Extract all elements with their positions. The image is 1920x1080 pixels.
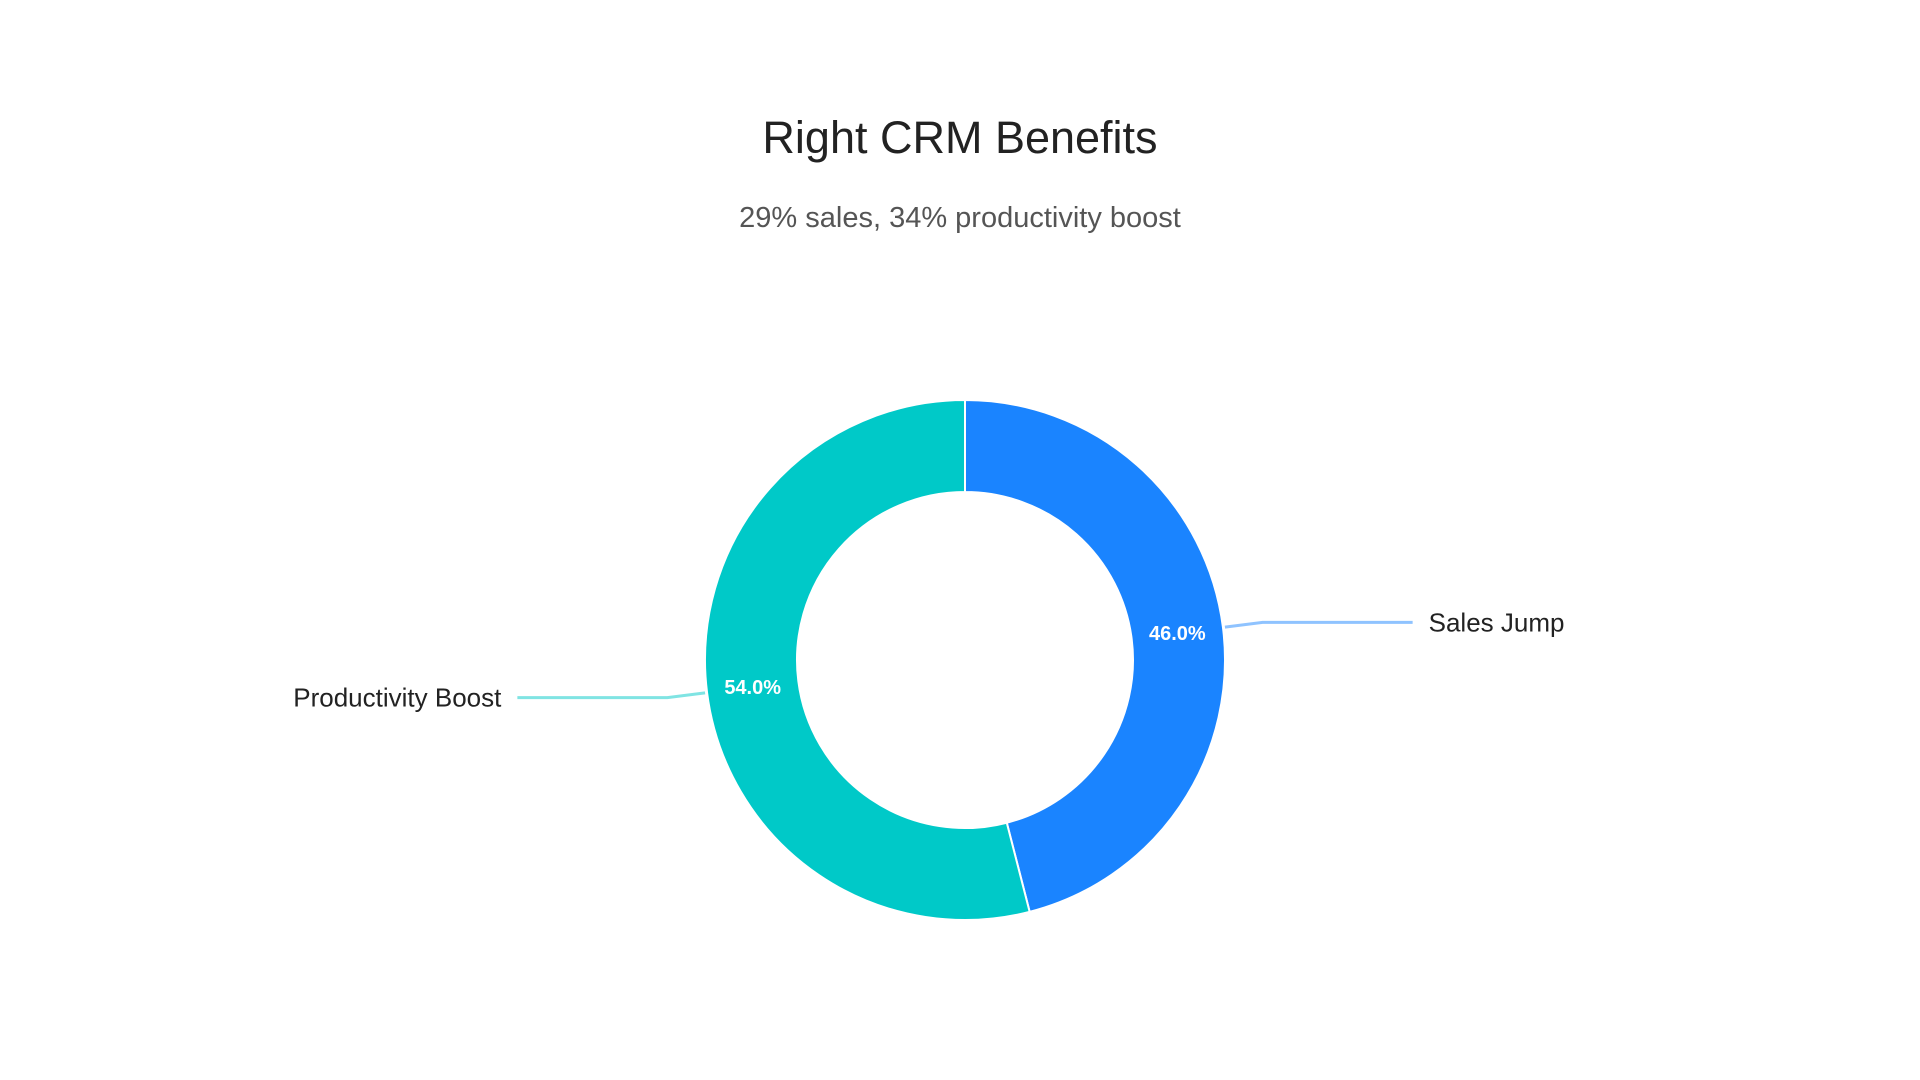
slice-value-label: 54.0% bbox=[724, 677, 781, 699]
leader-line bbox=[1224, 620, 1413, 629]
slice-category-label: Productivity Boost bbox=[293, 683, 502, 713]
slice-sales-jump[interactable] bbox=[964, 398, 1226, 914]
slice-category-label: Sales Jump bbox=[1429, 607, 1565, 637]
chart-title: Right CRM Benefits bbox=[762, 112, 1158, 163]
slice-value-label: 46.0% bbox=[1149, 623, 1206, 645]
slice-productivity-boost[interactable] bbox=[704, 398, 1031, 921]
chart-subtitle: 29% sales, 34% productivity boost bbox=[739, 202, 1181, 234]
leader-line bbox=[517, 691, 706, 700]
